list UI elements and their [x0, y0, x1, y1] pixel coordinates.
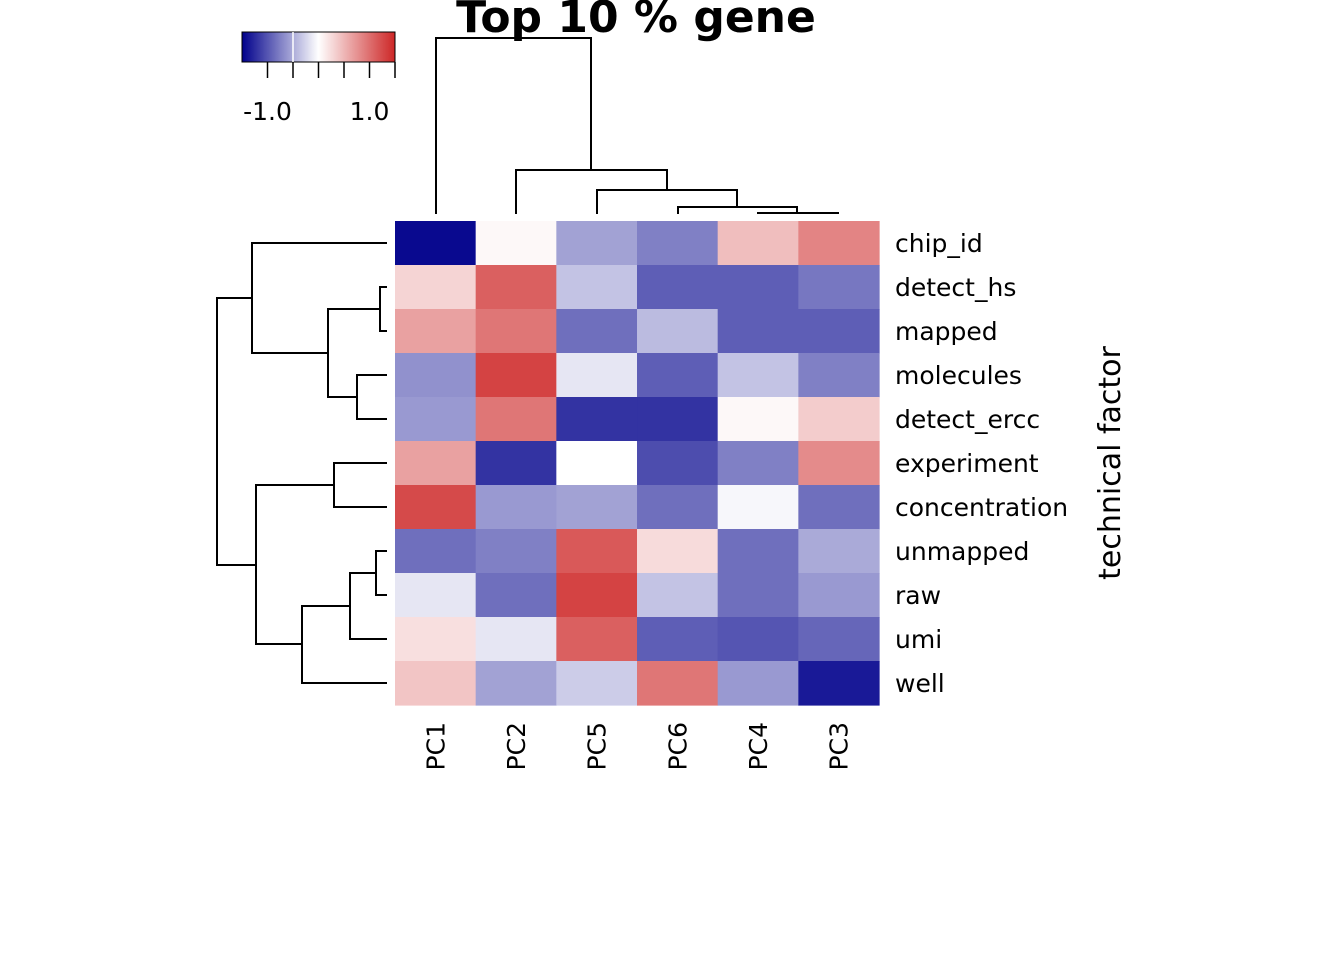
row-label: detect_ercc — [895, 405, 1040, 434]
heatmap-cell-experiment-PC4 — [717, 441, 799, 486]
heatmap-cell-molecules-PC3 — [798, 353, 880, 398]
column-label: PC1 — [421, 722, 450, 770]
heatmap-cell-chip_id-PC3 — [798, 221, 880, 266]
heatmap-cell-well-PC6 — [637, 661, 719, 706]
heatmap-cell-umi-PC4 — [717, 617, 799, 662]
heatmap-cell-concentration-PC2 — [475, 485, 557, 530]
heatmap-cell-detect_hs-PC6 — [637, 265, 719, 310]
heatmap-cell-unmapped-PC3 — [798, 529, 880, 574]
heatmap-cell-detect_hs-PC5 — [556, 265, 638, 310]
heatmap-cell-detect_hs-PC1 — [395, 265, 477, 310]
heatmap-cell-umi-PC6 — [637, 617, 719, 662]
heatmap-cell-raw-PC6 — [637, 573, 719, 618]
heatmap-cell-chip_id-PC4 — [717, 221, 799, 266]
heatmap-cell-experiment-PC6 — [637, 441, 719, 486]
heatmap-cell-umi-PC1 — [395, 617, 477, 662]
heatmap-cell-detect_hs-PC2 — [475, 265, 557, 310]
column-labels: PC1 PC2 PC5 PC6 PC4 PC3 — [421, 722, 853, 770]
heatmap-cell-raw-PC2 — [475, 573, 557, 618]
heatmap-cell-unmapped-PC2 — [475, 529, 557, 574]
column-label: PC6 — [663, 722, 692, 770]
row-label: concentration — [895, 493, 1068, 522]
heatmap-cell-raw-PC5 — [556, 573, 638, 618]
color-key-ticks — [266, 62, 396, 78]
row-label: detect_hs — [895, 273, 1016, 302]
heatmap-cell-mapped-PC3 — [798, 309, 880, 354]
heatmap-cell-raw-PC1 — [395, 573, 477, 618]
chart-title: Top 10 % gene — [456, 0, 816, 43]
heatmap-cell-molecules-PC4 — [717, 353, 799, 398]
heatmap-cell-concentration-PC1 — [395, 485, 477, 530]
heatmap-cell-mapped-PC5 — [556, 309, 638, 354]
heatmap-cell-experiment-PC2 — [475, 441, 557, 486]
column-dendrogram — [435, 37, 839, 214]
heatmap-cell-concentration-PC5 — [556, 485, 638, 530]
color-key-label: 1.0 — [350, 97, 390, 126]
heatmap-cell-concentration-PC4 — [717, 485, 799, 530]
row-label: well — [895, 669, 945, 698]
heatmap-cell-experiment-PC5 — [556, 441, 638, 486]
heatmap-cell-detect_ercc-PC2 — [475, 397, 557, 442]
heatmap-cell-mapped-PC1 — [395, 309, 477, 354]
heatmap-cell-umi-PC3 — [798, 617, 880, 662]
heatmap-cell-raw-PC3 — [798, 573, 880, 618]
row-label: experiment — [895, 449, 1039, 478]
heatmap-cell-molecules-PC2 — [475, 353, 557, 398]
heatmap-cell-well-PC3 — [798, 661, 880, 706]
heatmap-cell-detect_hs-PC4 — [717, 265, 799, 310]
heatmap-cell-detect_ercc-PC6 — [637, 397, 719, 442]
heatmap-cell-well-PC4 — [717, 661, 799, 706]
row-label: unmapped — [895, 537, 1029, 566]
heatmap-cell-unmapped-PC5 — [556, 529, 638, 574]
heatmap-cell-detect_ercc-PC3 — [798, 397, 880, 442]
heatmap-cell-molecules-PC1 — [395, 353, 477, 398]
column-label: PC5 — [583, 722, 612, 770]
heatmap-cell-molecules-PC5 — [556, 353, 638, 398]
heatmap-cell-chip_id-PC6 — [637, 221, 719, 266]
heatmap-cell-well-PC5 — [556, 661, 638, 706]
heatmap-cell-molecules-PC6 — [637, 353, 719, 398]
column-label: PC3 — [825, 722, 854, 770]
color-key-label: -1.0 — [243, 97, 292, 126]
heatmap-cell-well-PC2 — [475, 661, 557, 706]
heatmap-cell-umi-PC5 — [556, 617, 638, 662]
heatmap-cell-experiment-PC1 — [395, 441, 477, 486]
color-key-legend: -1.0 1.0 — [241, 31, 396, 126]
heatmap-cell-unmapped-PC4 — [717, 529, 799, 574]
heatmap-cell-raw-PC4 — [717, 573, 799, 618]
row-label: mapped — [895, 317, 998, 346]
heatmap-cell-unmapped-PC1 — [395, 529, 477, 574]
column-label: PC2 — [502, 722, 531, 770]
heatmap-cell-detect_ercc-PC5 — [556, 397, 638, 442]
y-axis-title: technical factor — [1093, 345, 1128, 579]
row-label: umi — [895, 625, 942, 654]
heatmap-cell-umi-PC2 — [475, 617, 557, 662]
heatmap-cells — [395, 221, 880, 706]
heatmap-cell-chip_id-PC1 — [395, 221, 477, 266]
heatmap-cell-unmapped-PC6 — [637, 529, 719, 574]
heatmap-cell-well-PC1 — [395, 661, 477, 706]
row-label: chip_id — [895, 229, 983, 258]
heatmap-cell-chip_id-PC2 — [475, 221, 557, 266]
color-key-bar — [241, 31, 396, 63]
heatmap-cell-detect_ercc-PC1 — [395, 397, 477, 442]
heatmap-cell-detect_hs-PC3 — [798, 265, 880, 310]
heatmap-cell-mapped-PC6 — [637, 309, 719, 354]
color-key-labels: -1.0 1.0 — [243, 97, 389, 126]
heatmap-cell-concentration-PC6 — [637, 485, 719, 530]
heatmap-cell-chip_id-PC5 — [556, 221, 638, 266]
heatmap-cell-concentration-PC3 — [798, 485, 880, 530]
heatmap-cell-mapped-PC4 — [717, 309, 799, 354]
row-dendrogram — [216, 242, 387, 684]
heatmap-cell-experiment-PC3 — [798, 441, 880, 486]
heatmap-cell-detect_ercc-PC4 — [717, 397, 799, 442]
heatmap-cell-mapped-PC2 — [475, 309, 557, 354]
column-label: PC4 — [744, 722, 773, 770]
row-label: raw — [895, 581, 941, 610]
row-label: molecules — [895, 361, 1022, 390]
